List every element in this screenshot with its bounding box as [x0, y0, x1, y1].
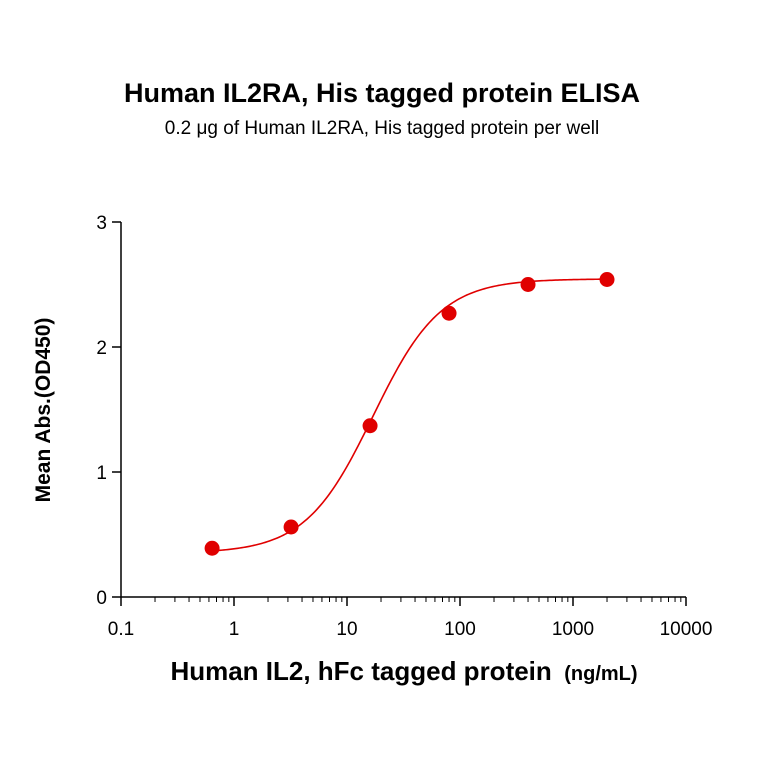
x-tick-label: 10000 [660, 619, 713, 640]
y-tick-label: 0 [96, 588, 107, 609]
chart-title: Human IL2RA, His tagged protein ELISA [123, 78, 641, 108]
chart-subtitle: 0.2 μg of Human IL2RA, His tagged protei… [164, 118, 600, 139]
data-point [441, 305, 457, 321]
data-point [283, 519, 299, 535]
x-axis-label-unit: (ng/mL) [564, 663, 637, 685]
x-tick-label: 100 [444, 619, 476, 640]
x-tick-label: 1000 [552, 619, 594, 640]
x-axis-label: Human IL2, hFc tagged protein (ng/mL) [170, 656, 637, 686]
x-tick-label: 10 [336, 619, 357, 640]
fit-curve-layer [212, 278, 608, 552]
y-tick-label: 1 [96, 463, 107, 484]
fit-curve [212, 278, 608, 552]
data-point [520, 277, 536, 292]
x-tick-label: 0.1 [108, 619, 134, 640]
data-points-layer [204, 272, 615, 556]
y-tick-label: 2 [96, 338, 107, 359]
x-axis-label-main: Human IL2, hFc tagged protein [170, 656, 551, 686]
data-point [204, 540, 220, 556]
x-tick-label: 1 [229, 619, 240, 640]
data-point [362, 418, 378, 434]
axes: 0 1 2 3 0.1 1 10 100 1000 10000 [96, 213, 712, 640]
data-point [599, 272, 615, 287]
y-axis-label: Mean Abs.(OD450) [32, 318, 55, 503]
y-tick-label: 3 [96, 213, 107, 234]
